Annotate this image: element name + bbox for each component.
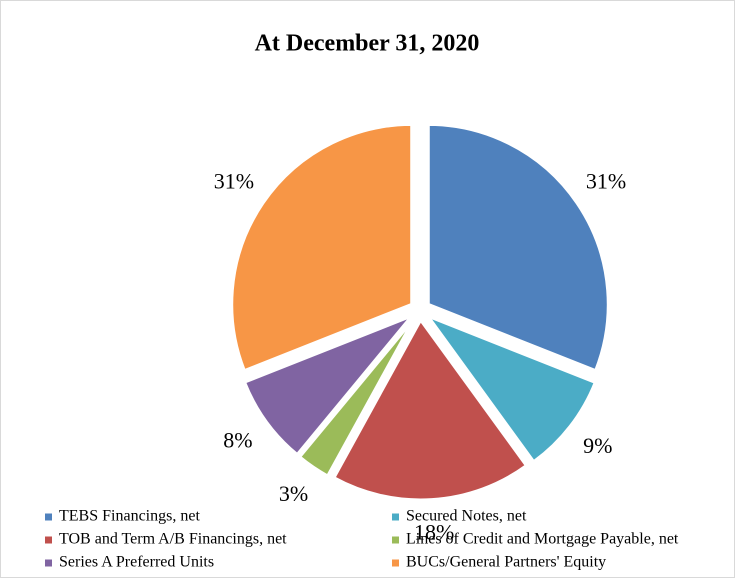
legend-label: Lines of Credit and Mortgage Payable, ne… xyxy=(406,531,679,548)
legend-swatch xyxy=(45,513,52,521)
pie-slice xyxy=(297,317,416,479)
legend-label: Series A Preferred Units xyxy=(59,554,214,571)
legend-swatch xyxy=(392,559,399,567)
legend-label: TEBS Financings, net xyxy=(59,508,200,525)
pie-slice xyxy=(426,122,610,373)
data-label: 3% xyxy=(279,481,308,506)
pie-slice xyxy=(230,122,414,373)
pie-slice xyxy=(423,312,598,464)
data-label: 18% xyxy=(414,520,454,545)
legend-swatch xyxy=(392,513,399,521)
data-label: 8% xyxy=(223,427,252,452)
pie-slice xyxy=(242,314,414,457)
pie-slice xyxy=(331,317,529,502)
legend-swatch xyxy=(45,536,52,544)
legend-label: BUCs/General Partners' Equity xyxy=(406,554,606,571)
legend-swatch xyxy=(392,536,399,544)
data-label: 31% xyxy=(586,169,626,194)
legend-label: TOB and Term A/B Financings, net xyxy=(59,531,287,548)
chart-title: At December 31, 2020 xyxy=(255,31,480,57)
data-label: 9% xyxy=(583,433,612,458)
legend-swatch xyxy=(45,559,52,567)
data-label: 31% xyxy=(214,169,254,194)
legend-label: Secured Notes, net xyxy=(406,508,527,525)
